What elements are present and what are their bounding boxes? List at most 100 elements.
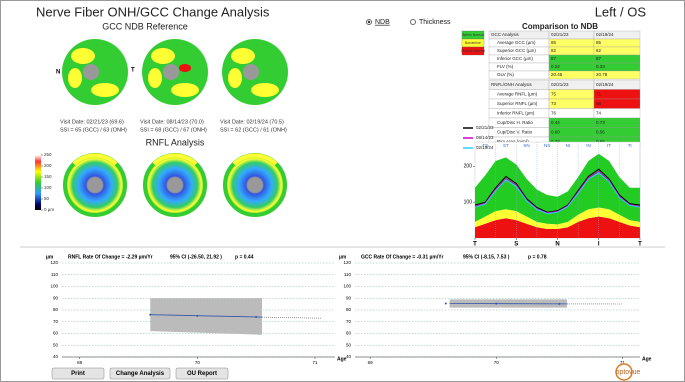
x-tick-label: 69 bbox=[368, 360, 374, 365]
scale-label: 200 bbox=[44, 163, 52, 168]
radio-label[interactable]: Thickness bbox=[419, 19, 451, 26]
table-text: 75 bbox=[551, 91, 557, 96]
y-tick-label: 50 bbox=[53, 342, 59, 347]
x-tick-label: T bbox=[473, 242, 477, 248]
legend-label: 08/14/23 bbox=[476, 135, 494, 140]
sector-label: TI bbox=[628, 143, 632, 148]
table-text: 73 bbox=[551, 101, 557, 106]
y-tick-label: 60 bbox=[346, 331, 352, 336]
thickness-scale bbox=[35, 155, 41, 210]
gcc-map-center bbox=[243, 64, 259, 80]
table-text: 87 bbox=[596, 56, 602, 61]
y-tick-label: 110 bbox=[344, 272, 352, 277]
table-text: Cup/Disc V. Ratio bbox=[497, 129, 533, 134]
chart-stat: 95% CI (-8.15, 7.53 ) bbox=[463, 254, 510, 260]
table-text: 20.78 bbox=[596, 72, 608, 77]
y-tick-label: 80 bbox=[346, 307, 352, 312]
table-text: 0.60 bbox=[551, 129, 560, 134]
y-tick-label: 70 bbox=[346, 319, 352, 324]
sector-label: SN bbox=[523, 143, 529, 148]
table-text: 82 bbox=[551, 48, 557, 53]
data-point bbox=[495, 303, 497, 305]
chart-stat: 95% CI (-26.50, 21.92 ) bbox=[170, 254, 222, 260]
x-tick-label: 71 bbox=[312, 360, 318, 365]
gcc-map-borderline bbox=[228, 68, 242, 88]
gcc-map-borderline bbox=[71, 48, 95, 64]
scale-label: 150 bbox=[44, 174, 52, 179]
table-header: RNFL/ONH Analysis bbox=[491, 82, 533, 87]
x-tick-label: 69 bbox=[77, 360, 83, 365]
section-title: GCC NDB Reference bbox=[102, 21, 188, 31]
y-tick-label: 100 bbox=[464, 199, 473, 205]
button-label[interactable]: Print bbox=[71, 371, 85, 377]
table-text: Average GCC (µm) bbox=[497, 40, 536, 45]
y-tick-label: 90 bbox=[346, 295, 352, 300]
section-title: RNFL Analysis bbox=[146, 137, 205, 147]
visit-ssi: SSI = 68 (GCC) / 67 (ONH) bbox=[140, 127, 207, 133]
table-text: GLV (%) bbox=[497, 72, 514, 77]
chart-title: RNFL Rate Of Change = -2.29 µm/Yr bbox=[68, 254, 153, 260]
sector-label: ST bbox=[503, 143, 509, 148]
data-point bbox=[558, 303, 560, 305]
y-tick-label: 80 bbox=[53, 307, 59, 312]
table-header: 02/21/23 bbox=[551, 82, 569, 87]
legend-label: 02/21/23 bbox=[476, 125, 494, 130]
y-tick-label: 50 bbox=[346, 342, 352, 347]
report-window: Nerve Fiber ONH/GCC Change Analysis Left… bbox=[0, 0, 685, 382]
radio-thickness[interactable] bbox=[411, 20, 416, 25]
table-text: 71 bbox=[596, 91, 602, 96]
y-tick-label: 60 bbox=[53, 331, 59, 336]
data-point bbox=[445, 303, 447, 305]
sector-label: IN bbox=[586, 143, 591, 148]
sector-label: NS bbox=[544, 143, 550, 148]
button-label[interactable]: Change Analysis bbox=[116, 371, 165, 377]
table-text: 20.45 bbox=[551, 72, 563, 77]
table-text: Cup/Disc H. Ratio bbox=[497, 120, 533, 125]
orientation-label: T bbox=[131, 68, 135, 74]
y-tick-label: 200 bbox=[464, 164, 473, 170]
scale-label: 50 bbox=[44, 196, 50, 201]
radio-label[interactable]: NDB bbox=[375, 19, 390, 26]
table-text: 76 bbox=[551, 110, 557, 115]
radio-ndb-dot bbox=[368, 21, 370, 23]
table-text: FLV (%) bbox=[497, 64, 514, 69]
table-text: 0.22 bbox=[551, 64, 560, 69]
gcc-map-center bbox=[163, 64, 179, 80]
y-tick-label: 40 bbox=[346, 354, 352, 359]
gcc-map-outside bbox=[179, 64, 191, 72]
data-point bbox=[255, 316, 257, 318]
gcc-map-borderline bbox=[231, 48, 255, 64]
y-tick-label: 100 bbox=[50, 284, 58, 289]
legend-label: Outside Normal bbox=[461, 49, 486, 53]
sector-label: IT bbox=[607, 143, 611, 148]
legend-label: Within Normal bbox=[462, 33, 484, 37]
table-header: 02/19/24 bbox=[596, 82, 614, 87]
chart-stat: p = 0.78 bbox=[528, 254, 547, 260]
y-tick-label: 40 bbox=[53, 354, 59, 359]
button-label[interactable]: OU Report bbox=[187, 371, 217, 377]
table-text: Average RNFL (µm) bbox=[497, 91, 538, 96]
gcc-map-borderline bbox=[251, 83, 279, 97]
visit-date: Visit Date: 02/19/24 (70.5) bbox=[220, 119, 284, 125]
visit-date: Visit Date: 08/14/23 (70.0) bbox=[140, 119, 204, 125]
gcc-map-borderline bbox=[151, 48, 175, 64]
legend-label: 02/19/24 bbox=[476, 145, 494, 150]
visit-ssi: SSI = 62 (GCC) / 61 (ONH) bbox=[220, 127, 287, 133]
logo: optovue bbox=[616, 369, 641, 376]
gcc-map-borderline bbox=[68, 68, 82, 88]
y-tick-label: 90 bbox=[53, 295, 59, 300]
chart-stat: p = 0.44 bbox=[235, 254, 254, 260]
report-title: Nerve Fiber ONH/GCC Change Analysis bbox=[36, 4, 270, 19]
table-text: 85 bbox=[551, 40, 557, 45]
x-axis-label: Age bbox=[642, 356, 652, 362]
orientation-label: N bbox=[56, 70, 60, 76]
data-point bbox=[196, 315, 198, 317]
y-tick-label: 70 bbox=[53, 319, 59, 324]
table-text: Inferior RNFL (µm) bbox=[497, 110, 535, 115]
x-tick-label: N bbox=[555, 242, 559, 248]
table-text: Superior GCC (µm) bbox=[497, 48, 536, 53]
table-text: 68 bbox=[596, 101, 602, 106]
gcc-map-borderline bbox=[91, 83, 119, 97]
table-header: 02/21/23 bbox=[551, 32, 569, 37]
gcc-map-borderline bbox=[171, 83, 199, 97]
